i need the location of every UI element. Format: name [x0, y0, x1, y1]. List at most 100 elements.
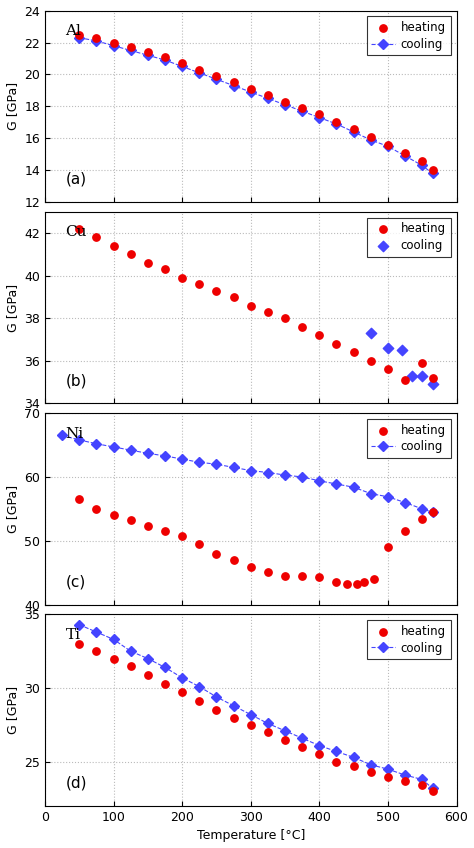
cooling [145, 654, 151, 664]
cooling [248, 466, 254, 476]
heating [367, 354, 374, 368]
cooling [282, 726, 288, 736]
cooling [317, 113, 322, 123]
heating [299, 101, 306, 114]
heating [161, 50, 169, 64]
cooling [419, 369, 426, 382]
cooling [76, 435, 82, 445]
Legend: heating, cooling: heating, cooling [366, 218, 451, 257]
heating [281, 733, 289, 746]
heating [213, 70, 220, 83]
Line: cooling: cooling [76, 34, 436, 177]
heating [428, 505, 436, 519]
cooling [59, 430, 65, 440]
cooling [214, 459, 219, 469]
cooling [419, 504, 425, 514]
heating [110, 509, 118, 522]
heating [127, 248, 135, 261]
cooling [145, 50, 151, 60]
cooling [368, 760, 374, 770]
cooling [317, 476, 322, 486]
heating [350, 760, 357, 773]
heating [401, 146, 409, 159]
cooling [419, 160, 425, 170]
heating [384, 363, 392, 377]
Legend: heating, cooling: heating, cooling [366, 620, 451, 659]
heating [127, 514, 135, 527]
Text: Ti: Ti [65, 628, 81, 642]
cooling [93, 438, 99, 449]
Y-axis label: G [GPa]: G [GPa] [6, 485, 18, 533]
heating [178, 271, 186, 285]
heating [230, 711, 237, 724]
cooling [111, 41, 117, 51]
heating [333, 755, 340, 768]
heating [428, 164, 436, 177]
heating [333, 115, 340, 129]
heating [401, 774, 409, 788]
heating [75, 222, 83, 236]
cooling [111, 634, 117, 644]
cooling [214, 74, 219, 84]
cooling [76, 32, 82, 42]
heating [161, 677, 169, 690]
heating [195, 63, 203, 76]
heating [367, 130, 374, 143]
cooling [93, 36, 99, 46]
heating [178, 529, 186, 543]
heating [384, 540, 392, 554]
cooling [265, 467, 271, 477]
Y-axis label: G [GPa]: G [GPa] [6, 283, 18, 332]
cooling [300, 734, 305, 744]
heating [419, 778, 426, 792]
heating [333, 338, 340, 351]
heating [110, 652, 118, 666]
heating [264, 88, 272, 102]
cooling [398, 343, 405, 357]
cooling [231, 462, 237, 472]
Legend: heating, cooling: heating, cooling [366, 419, 451, 458]
heating [353, 577, 361, 591]
heating [343, 577, 351, 590]
Text: (b): (b) [65, 373, 87, 388]
heating [127, 659, 135, 672]
cooling [231, 81, 237, 91]
heating [316, 571, 323, 584]
cooling [265, 93, 271, 103]
heating [264, 305, 272, 319]
Text: (c): (c) [65, 574, 86, 589]
heating [75, 28, 83, 42]
cooling [128, 46, 134, 56]
heating [92, 502, 100, 516]
cooling [385, 492, 391, 502]
heating [350, 346, 357, 360]
cooling [111, 442, 117, 452]
heating [299, 569, 306, 583]
cooling [402, 770, 408, 780]
heating [127, 41, 135, 54]
heating [195, 538, 203, 551]
heating [419, 356, 426, 370]
heating [110, 36, 118, 49]
cooling [128, 445, 134, 455]
heating [144, 45, 152, 59]
Text: (d): (d) [65, 776, 87, 790]
cooling [196, 682, 202, 692]
cooling [265, 718, 271, 728]
heating [333, 576, 340, 589]
heating [161, 525, 169, 538]
cooling [368, 488, 374, 499]
heating [264, 726, 272, 739]
cooling [334, 746, 339, 756]
heating [195, 695, 203, 708]
heating [428, 784, 436, 798]
Text: (a): (a) [65, 172, 87, 187]
cooling [179, 454, 185, 464]
cooling [76, 620, 82, 630]
heating [419, 511, 426, 525]
heating [419, 154, 426, 168]
heating [213, 547, 220, 561]
cooling [162, 55, 168, 65]
cooling [214, 692, 219, 702]
heating [367, 766, 374, 779]
